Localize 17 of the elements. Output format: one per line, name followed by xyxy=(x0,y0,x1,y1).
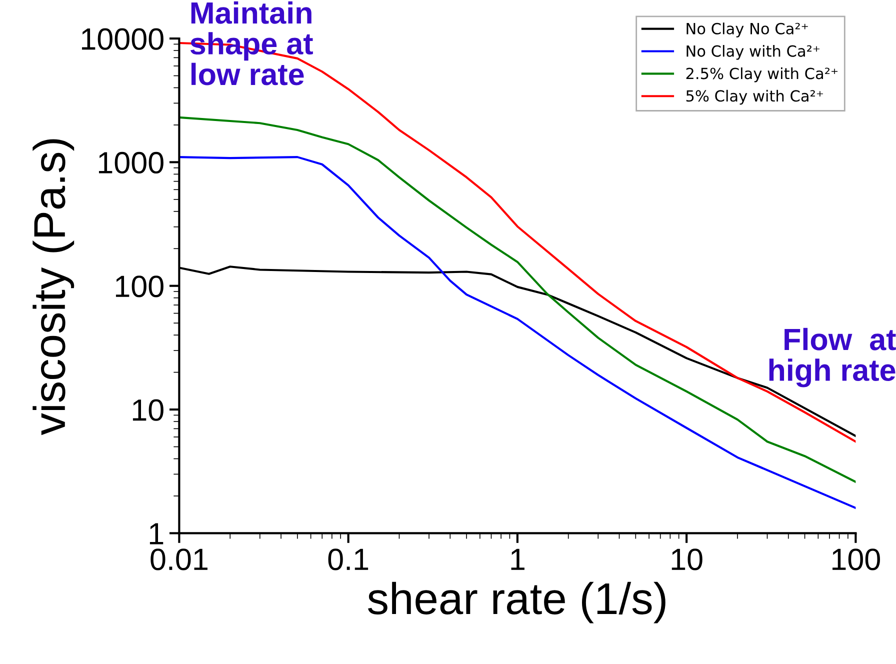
x-tick-label: 0.01 xyxy=(150,548,208,570)
y-tick-label: 1000 xyxy=(98,152,164,174)
legend-label: No Clay No Ca²⁺ xyxy=(686,22,808,38)
x-tick-label: 1 xyxy=(511,548,524,570)
x-tick-label: 0.1 xyxy=(328,548,368,570)
x-tick-label: 100 xyxy=(832,548,880,570)
y-tick-label: 10000 xyxy=(82,28,164,50)
y-tick-label: 100 xyxy=(116,276,164,298)
y-tick-label: 10 xyxy=(132,399,164,421)
annotation: Flow at high rate xyxy=(769,328,896,388)
legend-label: 2.5% Clay with Ca²⁺ xyxy=(686,67,838,82)
y-tick-label: 1 xyxy=(150,523,164,544)
y-axis-title: viscosity (Pa.s) xyxy=(32,139,74,436)
legend-label: No Clay with Ca²⁺ xyxy=(686,45,820,60)
legend-label: 5% Clay with Ca²⁺ xyxy=(686,90,823,105)
x-axis-title: shear rate (1/s) xyxy=(368,582,666,624)
x-tick-label: 10 xyxy=(672,548,702,570)
